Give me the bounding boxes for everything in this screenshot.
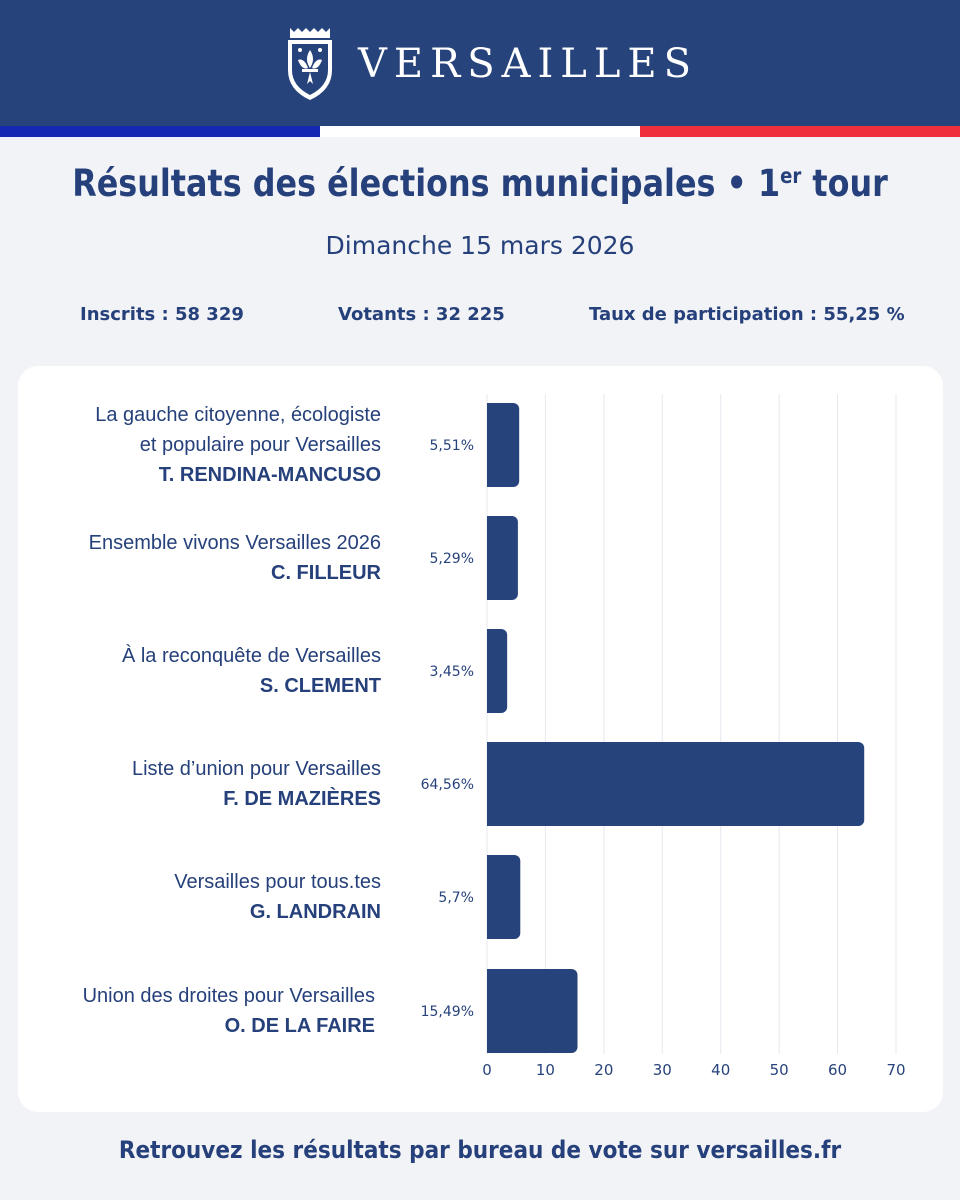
brand-name: VERSAILLES (358, 41, 699, 87)
x-tick-label: 10 (536, 1061, 555, 1079)
value-label: 64,56% (421, 777, 474, 793)
value-label: 5,29% (430, 551, 474, 567)
bar-5 (487, 969, 578, 1053)
bar-4 (487, 855, 521, 939)
x-tick-label: 50 (770, 1061, 789, 1079)
bar-base-2 (487, 629, 495, 713)
results-card: La gauche citoyenne, écologiste et popula… (18, 366, 943, 1112)
stat-inscrits: Inscrits : 58 329 (80, 304, 244, 325)
list-name: Ensemble vivons Versailles 2026 (88, 532, 381, 554)
list-name: À la reconquête de Versailles (121, 645, 381, 667)
page-title: Résultats des élections municipales • 1e… (67, 162, 893, 205)
x-tick-label: 20 (594, 1061, 613, 1079)
tricolor-stripe (0, 126, 960, 137)
election-date: Dimanche 15 mars 2026 (325, 231, 635, 260)
value-label: 5,7% (438, 890, 474, 906)
flag-white-band (320, 126, 640, 137)
title-suffix: tour (801, 162, 888, 205)
list-name: Versailles pour tous.tes (174, 871, 381, 893)
stat-participation: Taux de participation : 55,25 % (589, 304, 905, 325)
title-superscript: er (780, 164, 802, 188)
footer-note: Retrouvez les résultats par bureau de vo… (118, 1136, 842, 1164)
value-label: 3,45% (430, 664, 474, 680)
bar-base-0 (487, 403, 495, 487)
category-label: Liste d’union pour Versailles F. DE MAZIÈ… (132, 754, 381, 814)
stat-votants: Votants : 32 225 (338, 304, 505, 325)
title-main: Résultats des élections municipales • 1 (72, 162, 781, 205)
list-name: Union des droites pour Versailles (82, 985, 375, 1007)
flag-red-band (640, 126, 960, 137)
bar-0 (487, 403, 520, 487)
value-label: 5,51% (430, 438, 474, 454)
bar-3 (487, 742, 865, 826)
results-bar-chart: 0 10 20 30 40 50 60 70 5,51% 5,29% 3,45% 64,56% 5,7%… (421, 394, 906, 1079)
candidate-name: O. DE LA FAIRE (224, 1015, 375, 1037)
candidate-name: G. LANDRAIN (249, 901, 381, 923)
category-label: La gauche citoyenne, écologiste et popula… (95, 400, 381, 490)
header-banner: VERSAILLES (0, 0, 960, 126)
candidate-name: C. FILLEUR (271, 562, 381, 584)
category-label: Union des droites pour Versailles O. DE L… (83, 981, 375, 1041)
category-label: Versailles pour tous.tes G. LANDRAIN (174, 867, 381, 927)
candidate-name: T. RENDINA-MANCUSO (158, 464, 381, 486)
list-name: et populaire pour Versailles (139, 434, 381, 456)
x-tick-label: 60 (828, 1061, 847, 1079)
versailles-coat-of-arms-icon (284, 26, 336, 102)
bar-base-5 (487, 969, 495, 1053)
x-tick-label: 70 (886, 1061, 905, 1079)
bar-base-3 (487, 742, 495, 826)
x-tick-label: 0 (482, 1061, 492, 1079)
list-name: Liste d’union pour Versailles (131, 758, 381, 780)
flag-blue-band (0, 126, 320, 137)
bar-base-1 (487, 516, 495, 600)
x-tick-label: 40 (711, 1061, 730, 1079)
category-label: Ensemble vivons Versailles 2026 C. FILLEU… (89, 528, 381, 588)
candidate-name: F. DE MAZIÈRES (223, 788, 381, 810)
list-name: La gauche citoyenne, écologiste (95, 404, 381, 426)
candidate-name: S. CLEMENT (259, 675, 381, 697)
value-label: 15,49% (421, 1004, 474, 1020)
bar-base-4 (487, 855, 495, 939)
x-tick-label: 30 (653, 1061, 672, 1079)
category-label: À la reconquête de Versailles S. CLEMENT (122, 641, 381, 701)
